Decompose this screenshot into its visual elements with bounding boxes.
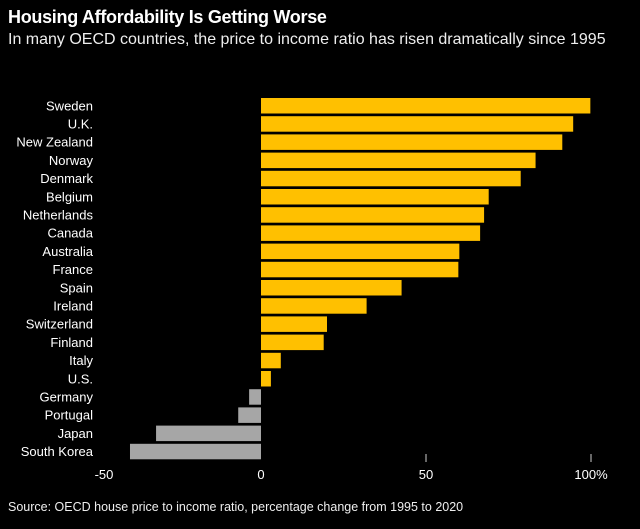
- category-label: Denmark: [40, 171, 93, 186]
- bar: [261, 280, 402, 296]
- category-label: France: [53, 262, 93, 277]
- category-label: Finland: [50, 335, 93, 350]
- bar: [261, 261, 459, 278]
- category-label: U.S.: [68, 371, 93, 386]
- bar: [261, 189, 489, 205]
- category-label: South Korea: [21, 444, 94, 459]
- bar: [129, 443, 261, 460]
- bar: [249, 389, 261, 405]
- bar: [261, 152, 536, 169]
- category-label: Japan: [58, 426, 93, 441]
- tick-label: -50: [95, 467, 114, 482]
- tick-label: 100%: [574, 467, 608, 482]
- category-label: Ireland: [53, 298, 93, 313]
- chart-title: Housing Affordability Is Getting Worse: [8, 7, 327, 27]
- bar: [261, 243, 460, 260]
- bar: [261, 207, 485, 223]
- category-label: Belgium: [46, 189, 93, 204]
- bar: [261, 134, 563, 150]
- category-label: Italy: [69, 353, 93, 368]
- chart-subtitle: In many OECD countries, the price to inc…: [8, 31, 606, 48]
- category-label: Sweden: [46, 98, 93, 113]
- tick-label: 0: [257, 467, 264, 482]
- category-label: Canada: [47, 226, 93, 241]
- tick-label: 50: [419, 467, 433, 482]
- bar: [261, 316, 327, 332]
- category-label: Portugal: [45, 408, 94, 423]
- bar: [238, 407, 261, 423]
- category-label: Germany: [40, 389, 94, 404]
- bar: [261, 170, 521, 187]
- bar: [156, 425, 261, 442]
- category-label: U.K.: [68, 116, 93, 131]
- category-label: Switzerland: [26, 317, 93, 332]
- category-label: Australia: [42, 244, 93, 259]
- bar: [261, 98, 591, 114]
- bar: [261, 334, 324, 351]
- bar: [261, 371, 271, 387]
- category-label: Spain: [60, 280, 93, 295]
- category-label: New Zealand: [16, 135, 93, 150]
- bar: [261, 116, 574, 132]
- bar: [261, 352, 281, 369]
- source-note: Source: OECD house price to income ratio…: [8, 500, 464, 514]
- category-label: Netherlands: [23, 207, 94, 222]
- bar: [261, 298, 367, 314]
- bar: [261, 225, 481, 241]
- category-label: Norway: [49, 153, 94, 168]
